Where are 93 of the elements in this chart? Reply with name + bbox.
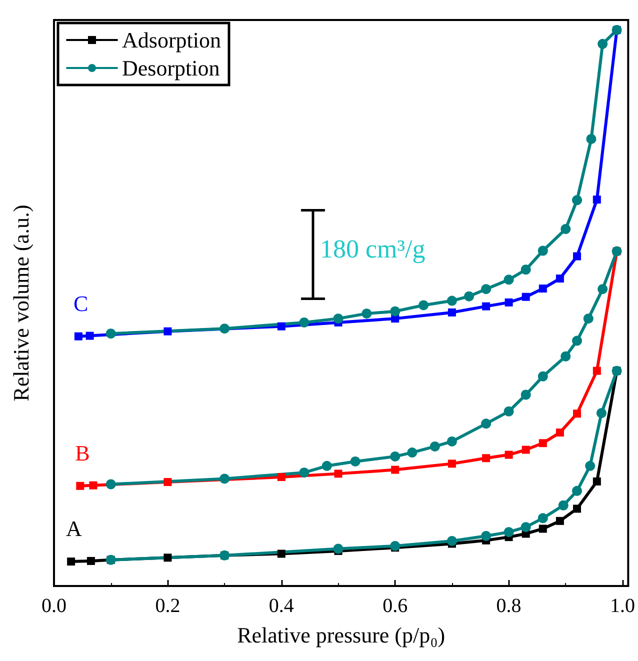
point: [482, 302, 490, 310]
point: [464, 291, 474, 302]
point: [596, 408, 606, 418]
x-axis-title: Relative pressure (p/p₀): [237, 622, 446, 648]
point: [520, 264, 531, 275]
point: [560, 224, 571, 234]
point: [572, 486, 582, 496]
point: [481, 284, 492, 294]
point: [391, 466, 400, 474]
point: [520, 522, 531, 532]
point: [86, 332, 94, 340]
point: [164, 478, 172, 486]
point: [482, 454, 490, 462]
x-tick-label: 0.2: [155, 595, 180, 617]
point: [164, 327, 172, 336]
point: [446, 436, 457, 446]
x-tick-label: 0.6: [382, 595, 408, 617]
point: [556, 428, 564, 437]
point: [520, 390, 531, 400]
point: [362, 308, 372, 319]
point: [504, 406, 514, 416]
point: [583, 314, 594, 324]
x-tick-label: 1.0: [610, 595, 635, 617]
point: [572, 195, 582, 206]
point: [220, 474, 230, 484]
point: [538, 246, 548, 256]
annotation: 180 cm³/g: [320, 234, 426, 264]
annotation: B: [75, 440, 90, 466]
point: [76, 482, 84, 490]
point: [390, 306, 400, 316]
point: [592, 196, 601, 204]
point: [538, 524, 547, 533]
point: [277, 473, 286, 482]
point: [586, 134, 596, 144]
legend-label: Desorption: [122, 56, 220, 80]
point: [299, 468, 310, 478]
point: [573, 252, 582, 260]
point: [504, 298, 513, 306]
point: [481, 530, 492, 541]
point: [522, 446, 530, 454]
point: [106, 479, 116, 490]
point: [556, 274, 564, 283]
point: [558, 500, 568, 510]
point: [560, 351, 571, 362]
point: [334, 470, 342, 478]
point: [592, 366, 601, 375]
point: [598, 38, 608, 49]
point: [430, 441, 440, 452]
point: [446, 536, 457, 546]
point: [446, 296, 457, 306]
legend-label: Adsorption: [122, 28, 221, 52]
point: [390, 451, 400, 462]
point: [164, 554, 172, 562]
point: [220, 324, 230, 334]
point: [74, 332, 82, 340]
point: [504, 450, 513, 459]
point: [407, 448, 418, 458]
point: [67, 558, 76, 566]
point: [592, 477, 601, 486]
point: [598, 284, 608, 294]
point: [322, 460, 332, 471]
point: [538, 513, 548, 524]
point: [481, 418, 492, 429]
point: [89, 481, 98, 490]
point: [448, 308, 456, 316]
point: [277, 550, 286, 558]
point: [522, 292, 530, 301]
point: [299, 317, 310, 328]
annotation: C: [73, 290, 88, 316]
point: [538, 284, 547, 293]
annotation: A: [66, 516, 82, 542]
x-tick-label: 0.0: [42, 595, 66, 617]
point: [573, 504, 582, 513]
point: [556, 516, 564, 525]
point: [538, 371, 548, 382]
point: [86, 556, 95, 565]
point: [390, 540, 400, 551]
point: [418, 300, 429, 310]
point: [333, 544, 344, 554]
point: [538, 439, 547, 448]
point: [585, 460, 596, 471]
point: [448, 460, 456, 468]
x-tick-label: 0.4: [268, 595, 294, 617]
point: [504, 527, 514, 538]
point: [350, 456, 360, 466]
point: [333, 314, 344, 324]
y-axis-title: Relative volume (a.u.): [8, 204, 34, 402]
point: [277, 322, 286, 330]
point: [573, 410, 582, 418]
point: [106, 328, 116, 339]
point: [504, 274, 514, 285]
point: [572, 336, 582, 346]
x-tick-label: 0.8: [496, 595, 522, 617]
